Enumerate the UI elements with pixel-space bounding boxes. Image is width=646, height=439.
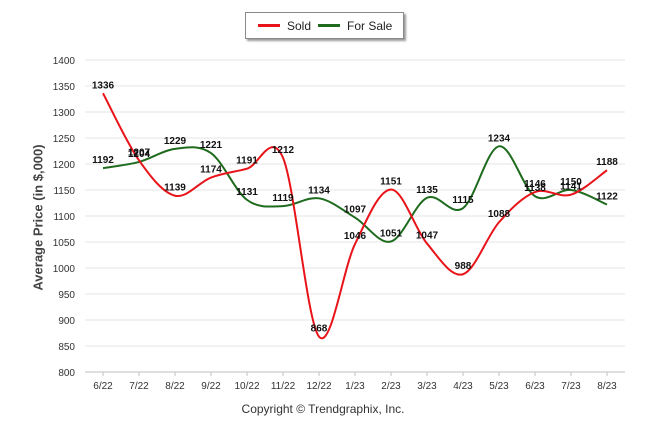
x-tick-label: 8/23 bbox=[597, 381, 617, 392]
legend-label-sold: Sold bbox=[287, 18, 312, 33]
y-tick-label: 1350 bbox=[53, 82, 76, 93]
y-tick-label: 900 bbox=[58, 316, 75, 327]
data-label-for-sale: 1150 bbox=[560, 177, 582, 188]
x-tick-label: 8/22 bbox=[165, 381, 185, 392]
data-label-sold: 1174 bbox=[200, 165, 222, 176]
y-tick-label: 1200 bbox=[53, 160, 76, 171]
x-tick-label: 2/23 bbox=[381, 381, 401, 392]
data-label-for-sale: 1204 bbox=[128, 149, 151, 160]
x-tick-label: 6/23 bbox=[525, 381, 545, 392]
data-label-sold: 1088 bbox=[488, 209, 511, 220]
y-tick-label: 1050 bbox=[53, 238, 76, 249]
x-tick-label: 10/22 bbox=[234, 381, 259, 392]
data-label-sold: 988 bbox=[455, 261, 472, 272]
legend-item-sold[interactable]: Sold bbox=[258, 13, 311, 38]
data-label-sold: 1047 bbox=[416, 231, 439, 242]
y-tick-label: 800 bbox=[58, 368, 75, 379]
data-label-sold: 1207 bbox=[128, 147, 151, 158]
x-tick-label: 12/22 bbox=[306, 381, 331, 392]
data-label-for-sale: 1221 bbox=[200, 140, 223, 151]
x-tick-label: 3/23 bbox=[417, 381, 437, 392]
y-tick-label: 1250 bbox=[53, 134, 76, 145]
data-label-for-sale: 1051 bbox=[380, 228, 403, 239]
y-tick-label: 1400 bbox=[53, 56, 76, 67]
data-label-for-sale: 1138 bbox=[524, 183, 546, 194]
series-line-sold bbox=[102, 92, 608, 340]
data-label-sold: 868 bbox=[311, 324, 328, 335]
data-label-sold: 1146 bbox=[524, 179, 546, 190]
legend: Sold For Sale bbox=[245, 12, 404, 39]
y-tick-label: 1000 bbox=[53, 264, 76, 275]
data-label-sold: 1336 bbox=[92, 80, 115, 91]
data-label-for-sale: 1135 bbox=[416, 185, 438, 196]
copyright: Copyright © Trendgraphix, Inc. bbox=[241, 402, 405, 416]
data-label-for-sale: 1097 bbox=[344, 205, 367, 216]
y-tick-label: 1300 bbox=[53, 108, 76, 119]
data-label-for-sale: 1234 bbox=[488, 133, 511, 144]
data-label-sold: 1151 bbox=[380, 176, 402, 187]
data-label-sold: 1191 bbox=[236, 156, 258, 167]
x-tick-label: 6/22 bbox=[93, 381, 113, 392]
data-label-for-sale: 1131 bbox=[236, 187, 258, 198]
x-tick-label: 9/22 bbox=[201, 381, 221, 392]
x-tick-label: 1/23 bbox=[345, 381, 365, 392]
x-tick-label: 5/23 bbox=[489, 381, 509, 392]
y-tick-label: 1100 bbox=[53, 212, 75, 223]
x-tick-label: 11/22 bbox=[271, 381, 296, 392]
y-tick-label: 950 bbox=[58, 290, 75, 301]
x-tick-label: 4/23 bbox=[453, 381, 473, 392]
legend-swatch-sold bbox=[258, 24, 280, 27]
legend-item-for-sale[interactable]: For Sale bbox=[318, 13, 392, 38]
data-label-sold: 1141 bbox=[560, 182, 582, 193]
x-tick-label: 7/23 bbox=[561, 381, 581, 392]
y-tick-label: 1150 bbox=[53, 186, 75, 197]
legend-swatch-for-sale bbox=[318, 24, 340, 27]
legend-label-for-sale: For Sale bbox=[347, 18, 393, 33]
data-label-for-sale: 1115 bbox=[452, 195, 474, 206]
data-label-for-sale: 1229 bbox=[164, 136, 187, 147]
y-axis-label: Average Price (in $,000) bbox=[30, 144, 46, 291]
data-label-sold: 1046 bbox=[344, 231, 367, 242]
data-label-for-sale: 1122 bbox=[596, 192, 618, 203]
data-label-for-sale: 1119 bbox=[272, 193, 294, 204]
x-tick-label: 7/22 bbox=[129, 381, 149, 392]
series-line-for-sale bbox=[102, 145, 608, 243]
data-label-for-sale: 1134 bbox=[308, 185, 330, 196]
y-tick-label: 850 bbox=[58, 342, 75, 353]
data-label-sold: 1188 bbox=[596, 157, 618, 168]
data-label-for-sale: 1192 bbox=[92, 155, 114, 166]
data-label-sold: 1212 bbox=[272, 145, 295, 156]
data-label-sold: 1139 bbox=[164, 183, 186, 194]
